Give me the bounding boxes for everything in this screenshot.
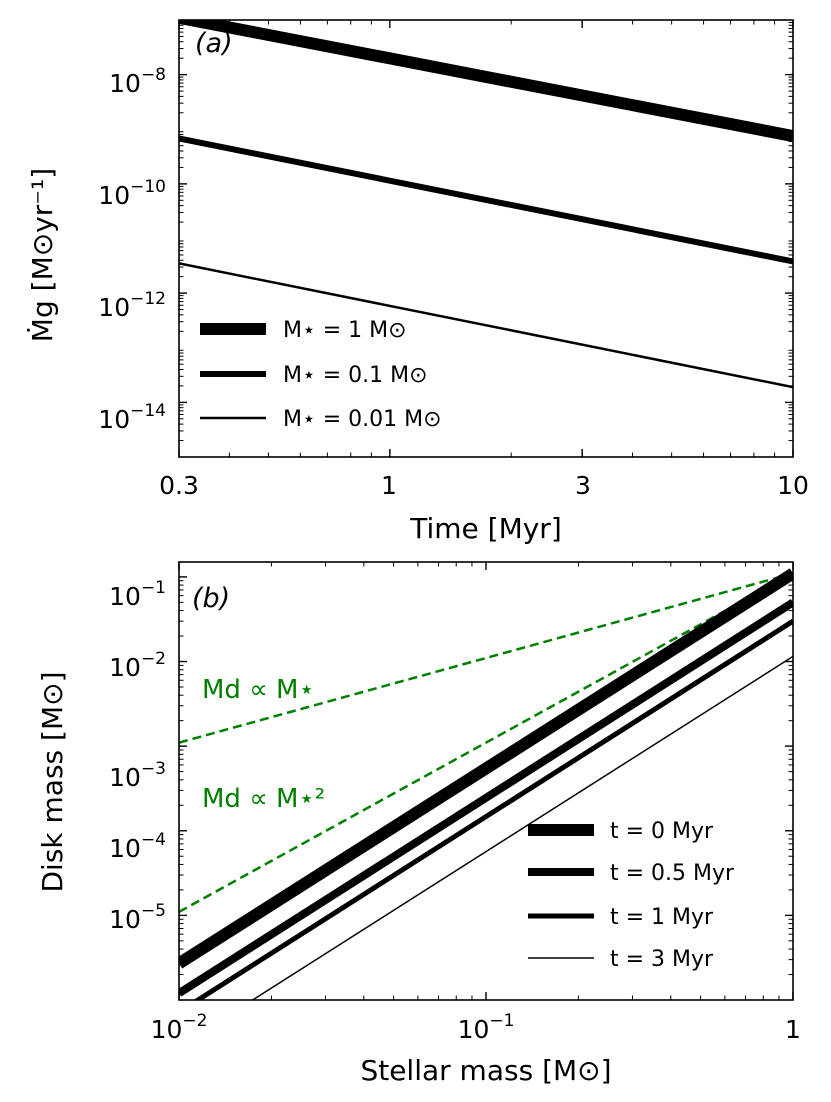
a-panel-label: (a)	[195, 28, 233, 59]
a-legend-label-3: M⋆ = 0.01 M⊙	[283, 407, 442, 432]
b-plot-area	[179, 568, 793, 1000]
a-plot-area	[179, 20, 793, 389]
a-legend-label-2: M⋆ = 0.1 M⊙	[283, 363, 428, 388]
a-legend-label-1: M⋆ = 1 M⊙	[283, 318, 407, 343]
panel-b-series	[179, 568, 793, 1000]
b-legend-label-3: t = 1 Myr	[610, 905, 714, 930]
a-xtick-label-1: 1	[381, 471, 397, 500]
panel-a-tick-marks	[178, 20, 794, 457]
b-annotation-quadratic: Md ∝ M⋆²	[202, 784, 325, 814]
b-series-line-0	[179, 568, 793, 969]
b-ytick-label-1e-2: 10−2	[109, 649, 166, 682]
b-xtick-label-1e-1: 10−1	[458, 1011, 515, 1044]
a-series-line-0	[179, 20, 793, 142]
a-xlabel: Time [Myr]	[409, 512, 562, 545]
a-xtick-label-0.3: 0.3	[159, 471, 199, 500]
panel-b: 10−5 10−4 10−3 10−2 10−1 10−2 10−1 1 Ste…	[36, 561, 801, 1087]
panel-a-frame	[178, 19, 794, 458]
a-ytick-label-1e-12: 10−12	[98, 289, 166, 322]
a-ytick-label-1e-14: 10−14	[98, 401, 166, 434]
b-ytick-label-1e-3: 10−3	[109, 759, 166, 792]
b-panel-label: (b)	[192, 583, 230, 614]
a-ytick-label-1e-10: 10−10	[98, 177, 166, 210]
a-series-line-2	[179, 262, 793, 389]
b-series-line-2	[193, 619, 793, 1000]
b-reference-line-1	[179, 572, 793, 913]
a-series-line-1	[179, 135, 793, 265]
b-series-line-1	[179, 598, 793, 997]
a-ylabel: Ṁg [M⊙yr⁻¹]	[26, 168, 59, 342]
b-legend-label-1: t = 0 Myr	[610, 819, 714, 844]
b-xtick-label-1e-2: 10−2	[151, 1011, 208, 1044]
a-xtick-label-10: 10	[777, 471, 809, 500]
b-ylabel: Disk mass [M⊙]	[36, 671, 69, 892]
b-xlabel: Stellar mass [M⊙]	[360, 1054, 611, 1087]
panel-a: 10−14 10−12 10−10 10−8 0.3 1 3 10 Time […	[26, 19, 809, 545]
panel-b-frame	[178, 561, 794, 1001]
b-annotation-linear: Md ∝ M⋆	[202, 675, 315, 705]
b-reference-line-0	[179, 572, 793, 744]
b-legend-label-2: t = 0.5 Myr	[610, 861, 735, 886]
panel-b-legend: t = 0 Myr t = 0.5 Myr t = 1 Myr t = 3 My…	[528, 819, 735, 972]
panel-a-series	[179, 20, 793, 389]
b-legend-label-4: t = 3 Myr	[610, 947, 714, 972]
b-ytick-label-1e-4: 10−4	[109, 830, 166, 863]
b-xtick-label-1: 1	[785, 1015, 801, 1044]
b-ytick-label-1e-1: 10−1	[109, 578, 166, 611]
a-ytick-label-1e-8: 10−8	[109, 65, 166, 98]
b-series-line-3	[251, 655, 793, 1000]
panel-a-legend: M⋆ = 1 M⊙ M⋆ = 0.1 M⊙ M⋆ = 0.01 M⊙	[200, 318, 442, 432]
b-ytick-label-1e-5: 10−5	[109, 901, 166, 934]
a-xtick-label-3: 3	[575, 471, 591, 500]
